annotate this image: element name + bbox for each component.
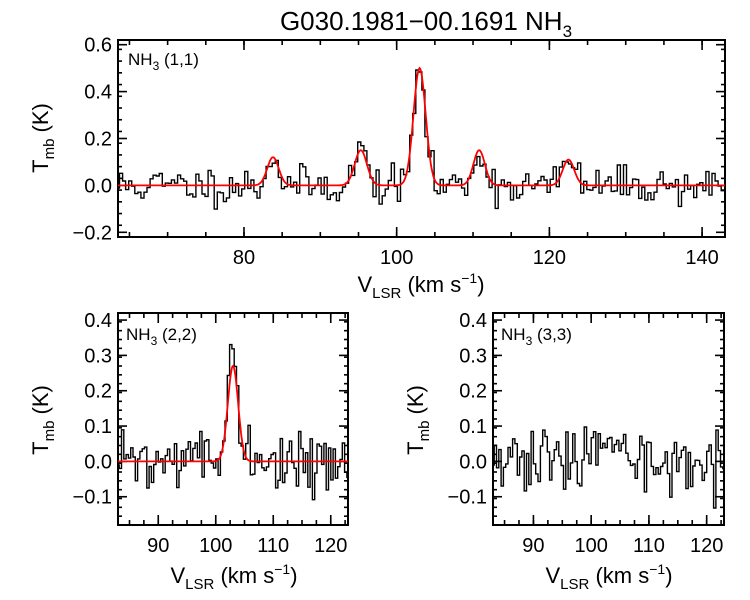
y-tick-label: 0.4 [459,310,487,332]
y-tick-label: 0.0 [84,175,112,197]
y-tick-labels: −0.1 0.0 0.1 0.2 0.3 0.4 [448,310,487,509]
y-tick-labels: −0.1 0.0 0.1 0.2 0.3 0.4 [73,310,112,509]
spectrum-line [493,426,724,509]
y-tick-label: −0.2 [73,222,112,244]
panel-label: NH3 (1,1) [128,50,199,73]
x-tick-label: 100 [199,535,232,557]
y-tick-label: 0.6 [84,35,112,57]
y-tick-label: 0.2 [84,381,112,403]
x-tick-label: 120 [314,535,347,557]
y-tick-label: 0.1 [84,416,112,438]
axis-ticks [493,313,724,526]
x-tick-label: 100 [380,247,413,269]
fit-line [118,66,725,187]
panel-nh3-22: −0.1 0.0 0.1 0.2 0.3 0.4 90 100 110 120 NH3 (2,2… [28,310,349,593]
x-tick-label: 110 [257,535,289,557]
y-tick-label: 0.0 [459,451,487,473]
y-tick-labels: −0.2 0.0 0.2 0.4 0.6 [73,35,112,245]
x-tick-label: 90 [522,535,544,557]
axis-ticks [118,40,725,238]
x-tick-label: 120 [690,535,723,557]
y-tick-label: 0.3 [84,345,112,367]
x-axis-label: VLSR (km s−1) [170,561,297,593]
x-tick-label: 90 [147,535,169,557]
x-tick-label: 140 [685,247,718,269]
fit-line [118,364,348,463]
x-tick-label: 110 [633,535,665,557]
chart-title: G030.1981−00.1691 NH3 [280,6,572,41]
panel-label: NH3 (2,2) [126,325,197,348]
panel-nh3-11: −0.2 0.0 0.2 0.4 0.6 80 100 120 140 NH3 (1,1) T… [28,35,726,302]
panel-label: NH3 (3,3) [501,325,572,348]
y-axis-label: Tmb (K) [403,385,433,455]
y-tick-label: −0.1 [448,487,487,509]
y-axis-label: Tmb (K) [28,385,58,455]
y-tick-label: 0.0 [84,451,112,473]
y-axis-label: Tmb (K) [28,103,58,173]
x-tick-labels: 80 100 120 140 [233,247,719,269]
y-tick-label: 0.3 [459,345,487,367]
y-tick-label: 0.1 [459,416,487,438]
y-tick-label: 0.2 [84,129,112,151]
x-tick-labels: 90 100 110 120 [522,535,723,557]
panel-frame [117,39,726,238]
y-tick-label: 0.4 [84,82,112,104]
x-tick-labels: 90 100 110 120 [147,535,347,557]
y-tick-label: 0.4 [84,310,112,332]
spectrum-line [118,343,348,501]
y-tick-label: 0.2 [459,381,487,403]
x-axis-label: VLSR (km s−1) [357,270,484,302]
spectrum-line [118,69,725,210]
y-tick-label: −0.1 [73,487,112,509]
chart-title-main: G030.1981−00.1691 NH [280,6,563,36]
x-tick-label: 100 [574,535,607,557]
chart-title-sub: 3 [563,22,572,41]
panel-nh3-33: −0.1 0.0 0.1 0.2 0.3 0.4 90 100 110 120 NH3 (3,3… [403,310,725,593]
x-tick-label: 120 [533,247,566,269]
x-axis-label: VLSR (km s−1) [545,561,672,593]
x-tick-label: 80 [233,247,255,269]
